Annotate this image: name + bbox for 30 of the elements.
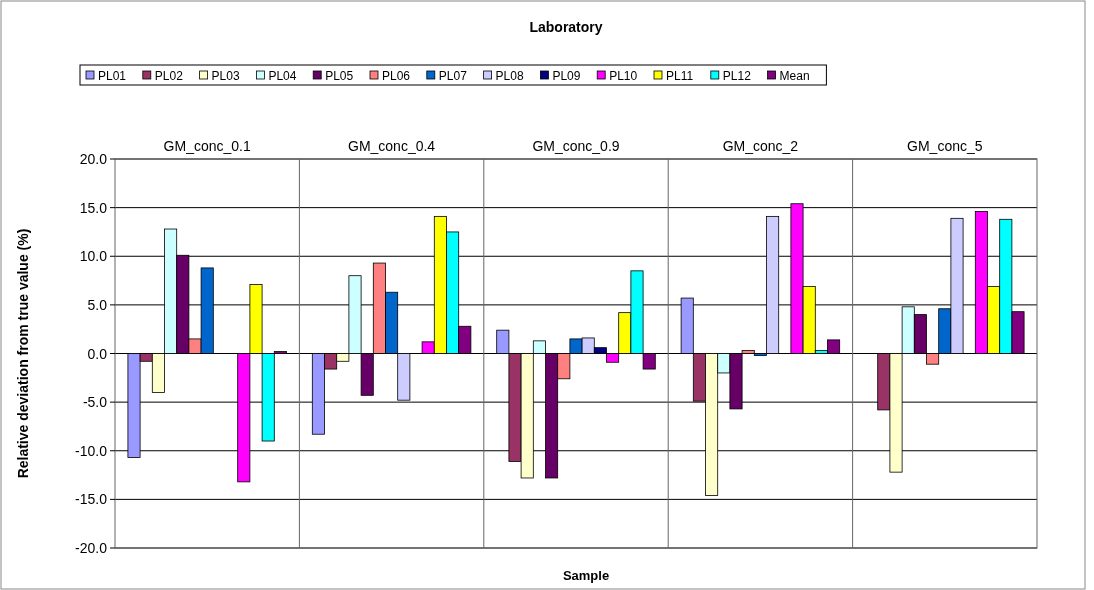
legend-label: PL09: [552, 68, 581, 83]
x-tick-label: GM_conc_0.9: [532, 138, 620, 154]
y-tick-label: -20.0: [75, 540, 108, 556]
legend-label: PL08: [495, 68, 524, 83]
x-tick-label: GM_conc_2: [722, 138, 799, 154]
y-tick-label: 10.0: [79, 248, 108, 265]
x-axis-title: Sample: [562, 568, 610, 583]
y-tick-label: -5.0: [82, 394, 108, 411]
legend-label: PL12: [722, 68, 752, 83]
legend-label: PL05: [325, 68, 354, 83]
legend-label: PL02: [154, 68, 184, 83]
chart-title: Laboratory: [529, 19, 603, 35]
legend-label: PL11: [666, 68, 694, 83]
x-tick-label: GM_conc_0.1: [163, 138, 251, 154]
y-tick-label: 20.0: [79, 151, 108, 167]
y-tick-label: 0.0: [87, 345, 108, 362]
legend-label: PL04: [268, 68, 297, 83]
x-tick-label: GM_conc_5: [907, 138, 983, 154]
legend-label: PL03: [211, 68, 240, 83]
legend-label: PL01: [98, 68, 127, 83]
y-tick-label: -10.0: [75, 442, 108, 459]
legend-label: PL07: [438, 68, 468, 83]
x-tick-label: GM_conc_0.4: [348, 138, 436, 154]
legend-label: Mean: [779, 68, 810, 83]
legend-label: PL06: [382, 68, 411, 83]
y-tick-label: 5.0: [87, 296, 108, 313]
y-tick-label: -15.0: [75, 491, 108, 508]
y-tick-label: 15.0: [79, 199, 108, 216]
y-axis-title: Relative deviation from true value (%): [15, 228, 31, 479]
legend-label: PL10: [609, 68, 638, 83]
